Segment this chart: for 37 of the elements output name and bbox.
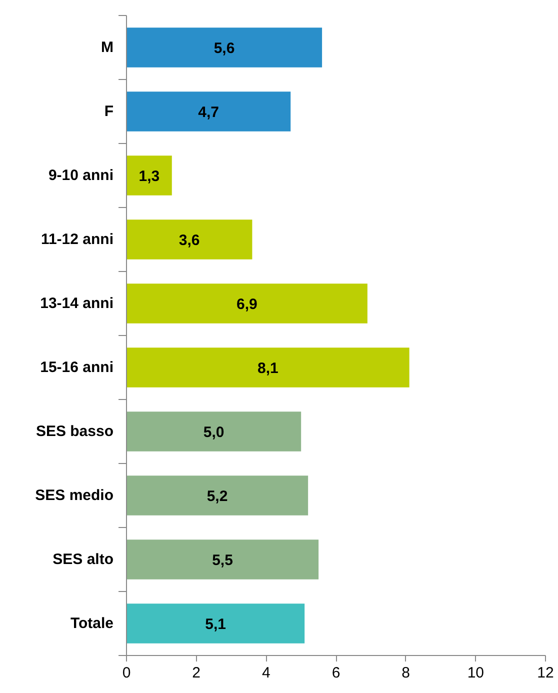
data-label: 5,0 bbox=[203, 424, 224, 441]
data-label: 4,7 bbox=[198, 104, 219, 121]
data-label: 6,9 bbox=[236, 296, 258, 313]
data-label: 5,2 bbox=[206, 488, 228, 505]
data-label: 3,6 bbox=[178, 232, 200, 249]
y-tick-label: Totale bbox=[70, 615, 114, 632]
data-label: 8,1 bbox=[257, 360, 278, 377]
x-tick-label: 6 bbox=[332, 664, 340, 682]
y-tick-label: 15-16 anni bbox=[40, 359, 114, 376]
bar bbox=[126, 156, 172, 196]
data-label: 5,6 bbox=[214, 40, 235, 57]
x-tick-label: 10 bbox=[467, 664, 484, 682]
x-tick-label: 12 bbox=[537, 664, 554, 682]
data-label: 1,3 bbox=[138, 168, 160, 185]
x-tick-label: 0 bbox=[122, 664, 131, 682]
bar bbox=[126, 476, 308, 516]
bar bbox=[126, 604, 305, 644]
bar bbox=[126, 412, 302, 452]
x-tick-label: 2 bbox=[192, 664, 201, 682]
y-tick-label: SES medio bbox=[35, 487, 114, 504]
bar bbox=[126, 220, 252, 260]
bar bbox=[126, 284, 368, 324]
data-label: 5,1 bbox=[205, 616, 226, 633]
y-tick-label: F bbox=[104, 103, 114, 120]
x-tick-label: 8 bbox=[402, 664, 410, 682]
y-tick-label: SES basso bbox=[36, 423, 114, 440]
bar bbox=[126, 348, 410, 388]
y-tick-label: 13-14 anni bbox=[40, 295, 114, 312]
data-label: 5,5 bbox=[212, 552, 233, 569]
bar bbox=[126, 92, 291, 132]
x-tick-label: 4 bbox=[262, 664, 270, 682]
y-tick-label: 11-12 anni bbox=[40, 231, 114, 248]
y-tick-label: SES alto bbox=[52, 551, 114, 568]
bar bbox=[126, 540, 319, 580]
y-tick-label: M bbox=[101, 39, 114, 56]
bar bbox=[126, 28, 322, 68]
y-tick-label: 9-10 anni bbox=[48, 167, 114, 184]
